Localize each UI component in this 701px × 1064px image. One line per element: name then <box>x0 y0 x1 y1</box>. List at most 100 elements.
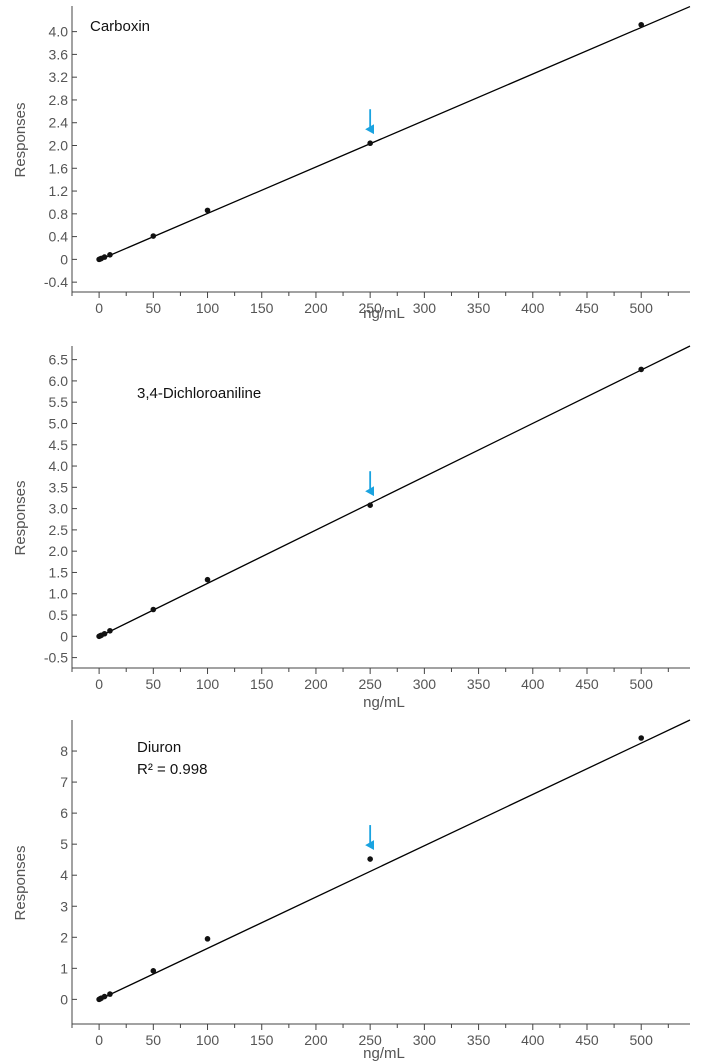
x-tick-label: 200 <box>304 676 328 692</box>
x-tick-label: 250 <box>358 676 382 692</box>
calibration-fit-line <box>98 719 691 1001</box>
data-point <box>638 366 645 373</box>
y-tick-label: 0 <box>60 991 68 1007</box>
y-tick-label: 4 <box>60 867 68 883</box>
data-point <box>107 252 113 258</box>
y-tick-label: 3.5 <box>49 479 69 495</box>
y-tick-label: 0 <box>60 251 68 267</box>
y-tick-label: 1.0 <box>49 586 69 602</box>
data-point <box>638 735 645 741</box>
x-tick-label: 500 <box>630 300 654 316</box>
x-tick-label: 100 <box>196 1032 220 1048</box>
compound-label: Diuron <box>137 739 181 756</box>
x-axis-title: ng/mL <box>363 694 405 711</box>
x-tick-label: 400 <box>521 300 545 316</box>
y-tick-label: 1.6 <box>49 160 69 176</box>
y-axis-title: Responses <box>12 845 29 920</box>
y-tick-label: 2.0 <box>49 543 69 559</box>
x-tick-label: 400 <box>521 676 545 692</box>
y-tick-label: 0.4 <box>49 229 69 245</box>
y-tick-label: 4.0 <box>49 24 69 40</box>
y-axis-title: Responses <box>12 102 29 177</box>
data-point <box>204 936 211 942</box>
y-tick-label: 0 <box>60 628 68 644</box>
y-tick-label: 2.8 <box>49 92 69 108</box>
data-point <box>101 630 108 637</box>
y-tick-label: 3.6 <box>49 46 69 62</box>
x-tick-label: 350 <box>467 300 491 316</box>
x-tick-label: 150 <box>250 300 274 316</box>
chart-panel-3-4-dichloroaniline: 3,4-Dichloroaniline Responses ng/mL -0.5… <box>12 345 691 711</box>
y-tick-label: -0.5 <box>44 650 68 666</box>
x-tick-label: 300 <box>413 300 437 316</box>
x-tick-label: 100 <box>196 300 220 316</box>
data-point <box>101 993 108 1000</box>
compound-label: 3,4-Dichloroaniline <box>137 385 261 402</box>
y-tick-label: 0.5 <box>49 607 69 623</box>
calibration-fit-line <box>98 345 691 638</box>
x-tick-label: 300 <box>413 676 437 692</box>
x-tick-label: 250 <box>358 1032 382 1048</box>
y-tick-label: 2 <box>60 929 68 945</box>
x-tick-label: 450 <box>575 676 599 692</box>
y-tick-label: -0.4 <box>44 274 68 290</box>
x-tick-label: 150 <box>250 1032 274 1048</box>
y-tick-label: 3 <box>60 898 68 914</box>
x-axis-title: ng/mL <box>363 1045 405 1062</box>
x-tick-label: 200 <box>304 300 328 316</box>
calibration-fit-line <box>98 5 691 261</box>
y-tick-label: 6.0 <box>49 373 69 389</box>
x-tick-label: 300 <box>413 1032 437 1048</box>
x-tick-label: 50 <box>146 300 162 316</box>
y-tick-label: 2.4 <box>49 115 69 131</box>
y-axis-title: Responses <box>12 480 29 555</box>
data-point <box>367 856 373 862</box>
y-tick-label: 1.5 <box>49 564 69 580</box>
y-tick-label: 2.0 <box>49 138 69 154</box>
x-tick-label: 350 <box>467 1032 491 1048</box>
x-tick-label: 0 <box>95 676 103 692</box>
chart-panel-carboxin: Carboxin Responses ng/mL -0.4 0 0.4 0.8 1.2 1… <box>12 5 691 322</box>
data-point <box>150 606 157 613</box>
y-tick-label: 4.5 <box>49 437 69 453</box>
x-tick-label: 150 <box>250 676 274 692</box>
x-tick-label: 450 <box>575 300 599 316</box>
y-tick-label: 2.5 <box>49 522 69 538</box>
x-tick-label: 500 <box>630 1032 654 1048</box>
x-tick-label: 200 <box>304 1032 328 1048</box>
y-tick-label: 4.0 <box>49 458 69 474</box>
y-tick-label: 8 <box>60 743 68 759</box>
y-tick-label: 6 <box>60 805 68 821</box>
chart-panel-diuron: Diuron R² = 0.998 Responses ng/mL 012345… <box>12 719 691 1062</box>
x-tick-label: 50 <box>146 676 162 692</box>
data-point <box>150 968 157 974</box>
x-tick-label: 0 <box>95 1032 103 1048</box>
x-tick-label: 400 <box>521 1032 545 1048</box>
y-tick-label: 6.5 <box>49 352 69 368</box>
r-squared-annotation: R² = 0.998 <box>137 761 207 778</box>
x-tick-label: 450 <box>575 1032 599 1048</box>
data-point <box>367 502 373 509</box>
data-point <box>150 233 157 239</box>
y-tick-label: 5.5 <box>49 394 69 410</box>
x-tick-label: 100 <box>196 676 220 692</box>
data-point <box>367 140 373 147</box>
y-tick-label: 3.0 <box>49 501 69 517</box>
x-axis-title: ng/mL <box>363 305 405 322</box>
data-point <box>107 991 113 997</box>
data-point <box>107 627 113 634</box>
x-tick-label: 50 <box>146 1032 162 1048</box>
x-tick-label: 350 <box>467 676 491 692</box>
y-tick-label: 1 <box>60 960 68 976</box>
data-point <box>101 254 108 260</box>
y-tick-label: 0.8 <box>49 206 69 222</box>
y-tick-label: 3.2 <box>49 69 69 85</box>
x-tick-label: 250 <box>358 300 382 316</box>
y-tick-label: 1.2 <box>49 183 69 199</box>
data-point <box>204 207 211 214</box>
x-tick-label: 0 <box>95 300 103 316</box>
data-point <box>638 21 645 28</box>
data-point <box>204 576 211 583</box>
y-tick-label: 5.0 <box>49 415 69 431</box>
